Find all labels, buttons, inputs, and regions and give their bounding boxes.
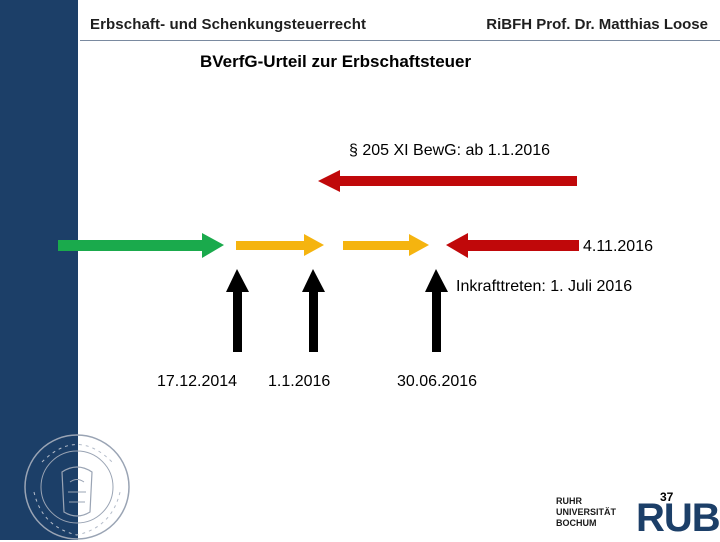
green-arrow bbox=[58, 233, 224, 258]
orange-arrow-1 bbox=[236, 234, 324, 256]
timeline-date-3: 30.06.2016 bbox=[397, 373, 478, 390]
inkrafttreten-label: Inkrafttreten: 1. Juli 2016 bbox=[456, 278, 633, 295]
rub-logo: RUB bbox=[636, 496, 720, 540]
header-author: RiBFH Prof. Dr. Matthias Loose bbox=[486, 16, 708, 33]
sidebar-band bbox=[0, 0, 78, 540]
slide-title: BVerfG-Urteil zur Erbschaftsteuer bbox=[200, 52, 472, 71]
red-arrow-paragraph bbox=[318, 170, 577, 192]
orange-arrow-2 bbox=[343, 234, 429, 256]
black-arrow-2 bbox=[302, 269, 325, 352]
timeline-date-2: 1.1.2016 bbox=[268, 373, 331, 390]
university-line-3: BOCHUM bbox=[556, 518, 597, 528]
black-arrow-3 bbox=[425, 269, 448, 352]
university-seal-icon bbox=[24, 434, 130, 540]
slide-number: 37 bbox=[660, 490, 674, 504]
timeline-date-1: 17.12.2014 bbox=[157, 373, 238, 390]
header-divider bbox=[80, 40, 720, 41]
red-arrow-nov bbox=[446, 233, 579, 258]
university-wordmark: RUHR UNIVERSITÄT BOCHUM bbox=[556, 496, 616, 529]
date-nov-label: 4.11.2016 bbox=[583, 238, 653, 255]
black-arrow-1 bbox=[226, 269, 249, 352]
header-course-title: Erbschaft- und Schenkungsteuerrecht bbox=[90, 16, 367, 33]
university-line-2: UNIVERSITÄT bbox=[556, 507, 617, 517]
paragraph-label: § 205 XI BewG: ab 1.1.2016 bbox=[349, 142, 551, 159]
university-line-1: RUHR bbox=[556, 496, 582, 506]
